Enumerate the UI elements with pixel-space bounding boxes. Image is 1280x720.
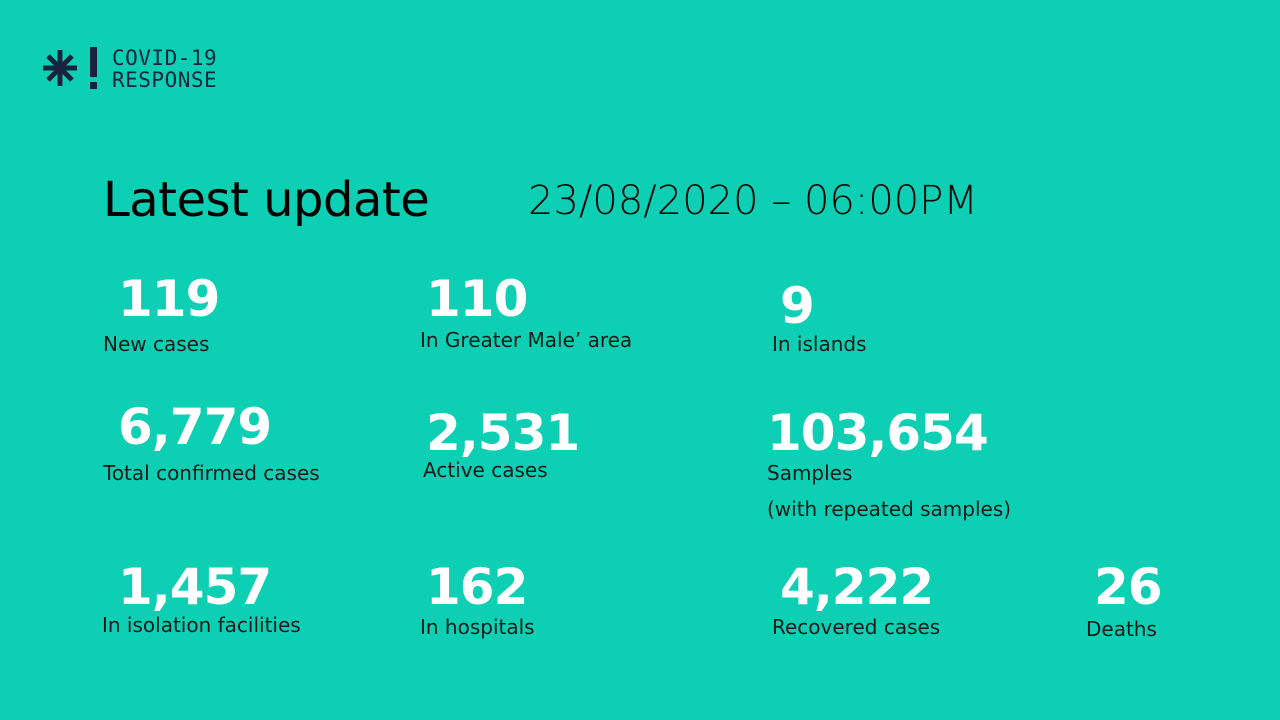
logo-line1: COVID-19 — [112, 46, 218, 70]
logo: COVID-19 RESPONSE — [40, 44, 217, 94]
active-cases-label: Active cases — [423, 458, 548, 482]
new-cases-label: New cases — [103, 332, 210, 356]
isolation-value: 1,457 — [118, 558, 272, 616]
islands-value: 9 — [780, 277, 815, 335]
samples-value: 103,654 — [767, 404, 989, 462]
samples-note: (with repeated samples) — [767, 497, 1012, 521]
greater-male-label: In Greater Male’ area — [420, 328, 633, 352]
new-cases-value: 119 — [118, 270, 220, 328]
deaths-value: 26 — [1094, 558, 1163, 616]
page-title: Latest update — [103, 172, 430, 228]
hospitals-label: In hospitals — [420, 615, 535, 639]
snowflake-exclamation-icon — [43, 47, 97, 89]
deaths-label: Deaths — [1086, 617, 1157, 641]
total-confirmed-label: Total confirmed cases — [103, 461, 320, 485]
logo-line2: RESPONSE — [112, 68, 218, 92]
update-datetime: 23/08/2020 – 06:00PM — [528, 178, 978, 224]
total-confirmed-value: 6,779 — [118, 398, 272, 456]
isolation-label: In isolation facilities — [102, 613, 301, 637]
recovered-label: Recovered cases — [772, 615, 941, 639]
samples-label: Samples — [767, 461, 853, 485]
greater-male-value: 110 — [426, 270, 528, 328]
hospitals-value: 162 — [426, 558, 528, 616]
recovered-value: 4,222 — [780, 558, 934, 616]
islands-label: In islands — [772, 332, 867, 356]
active-cases-value: 2,531 — [426, 404, 580, 462]
